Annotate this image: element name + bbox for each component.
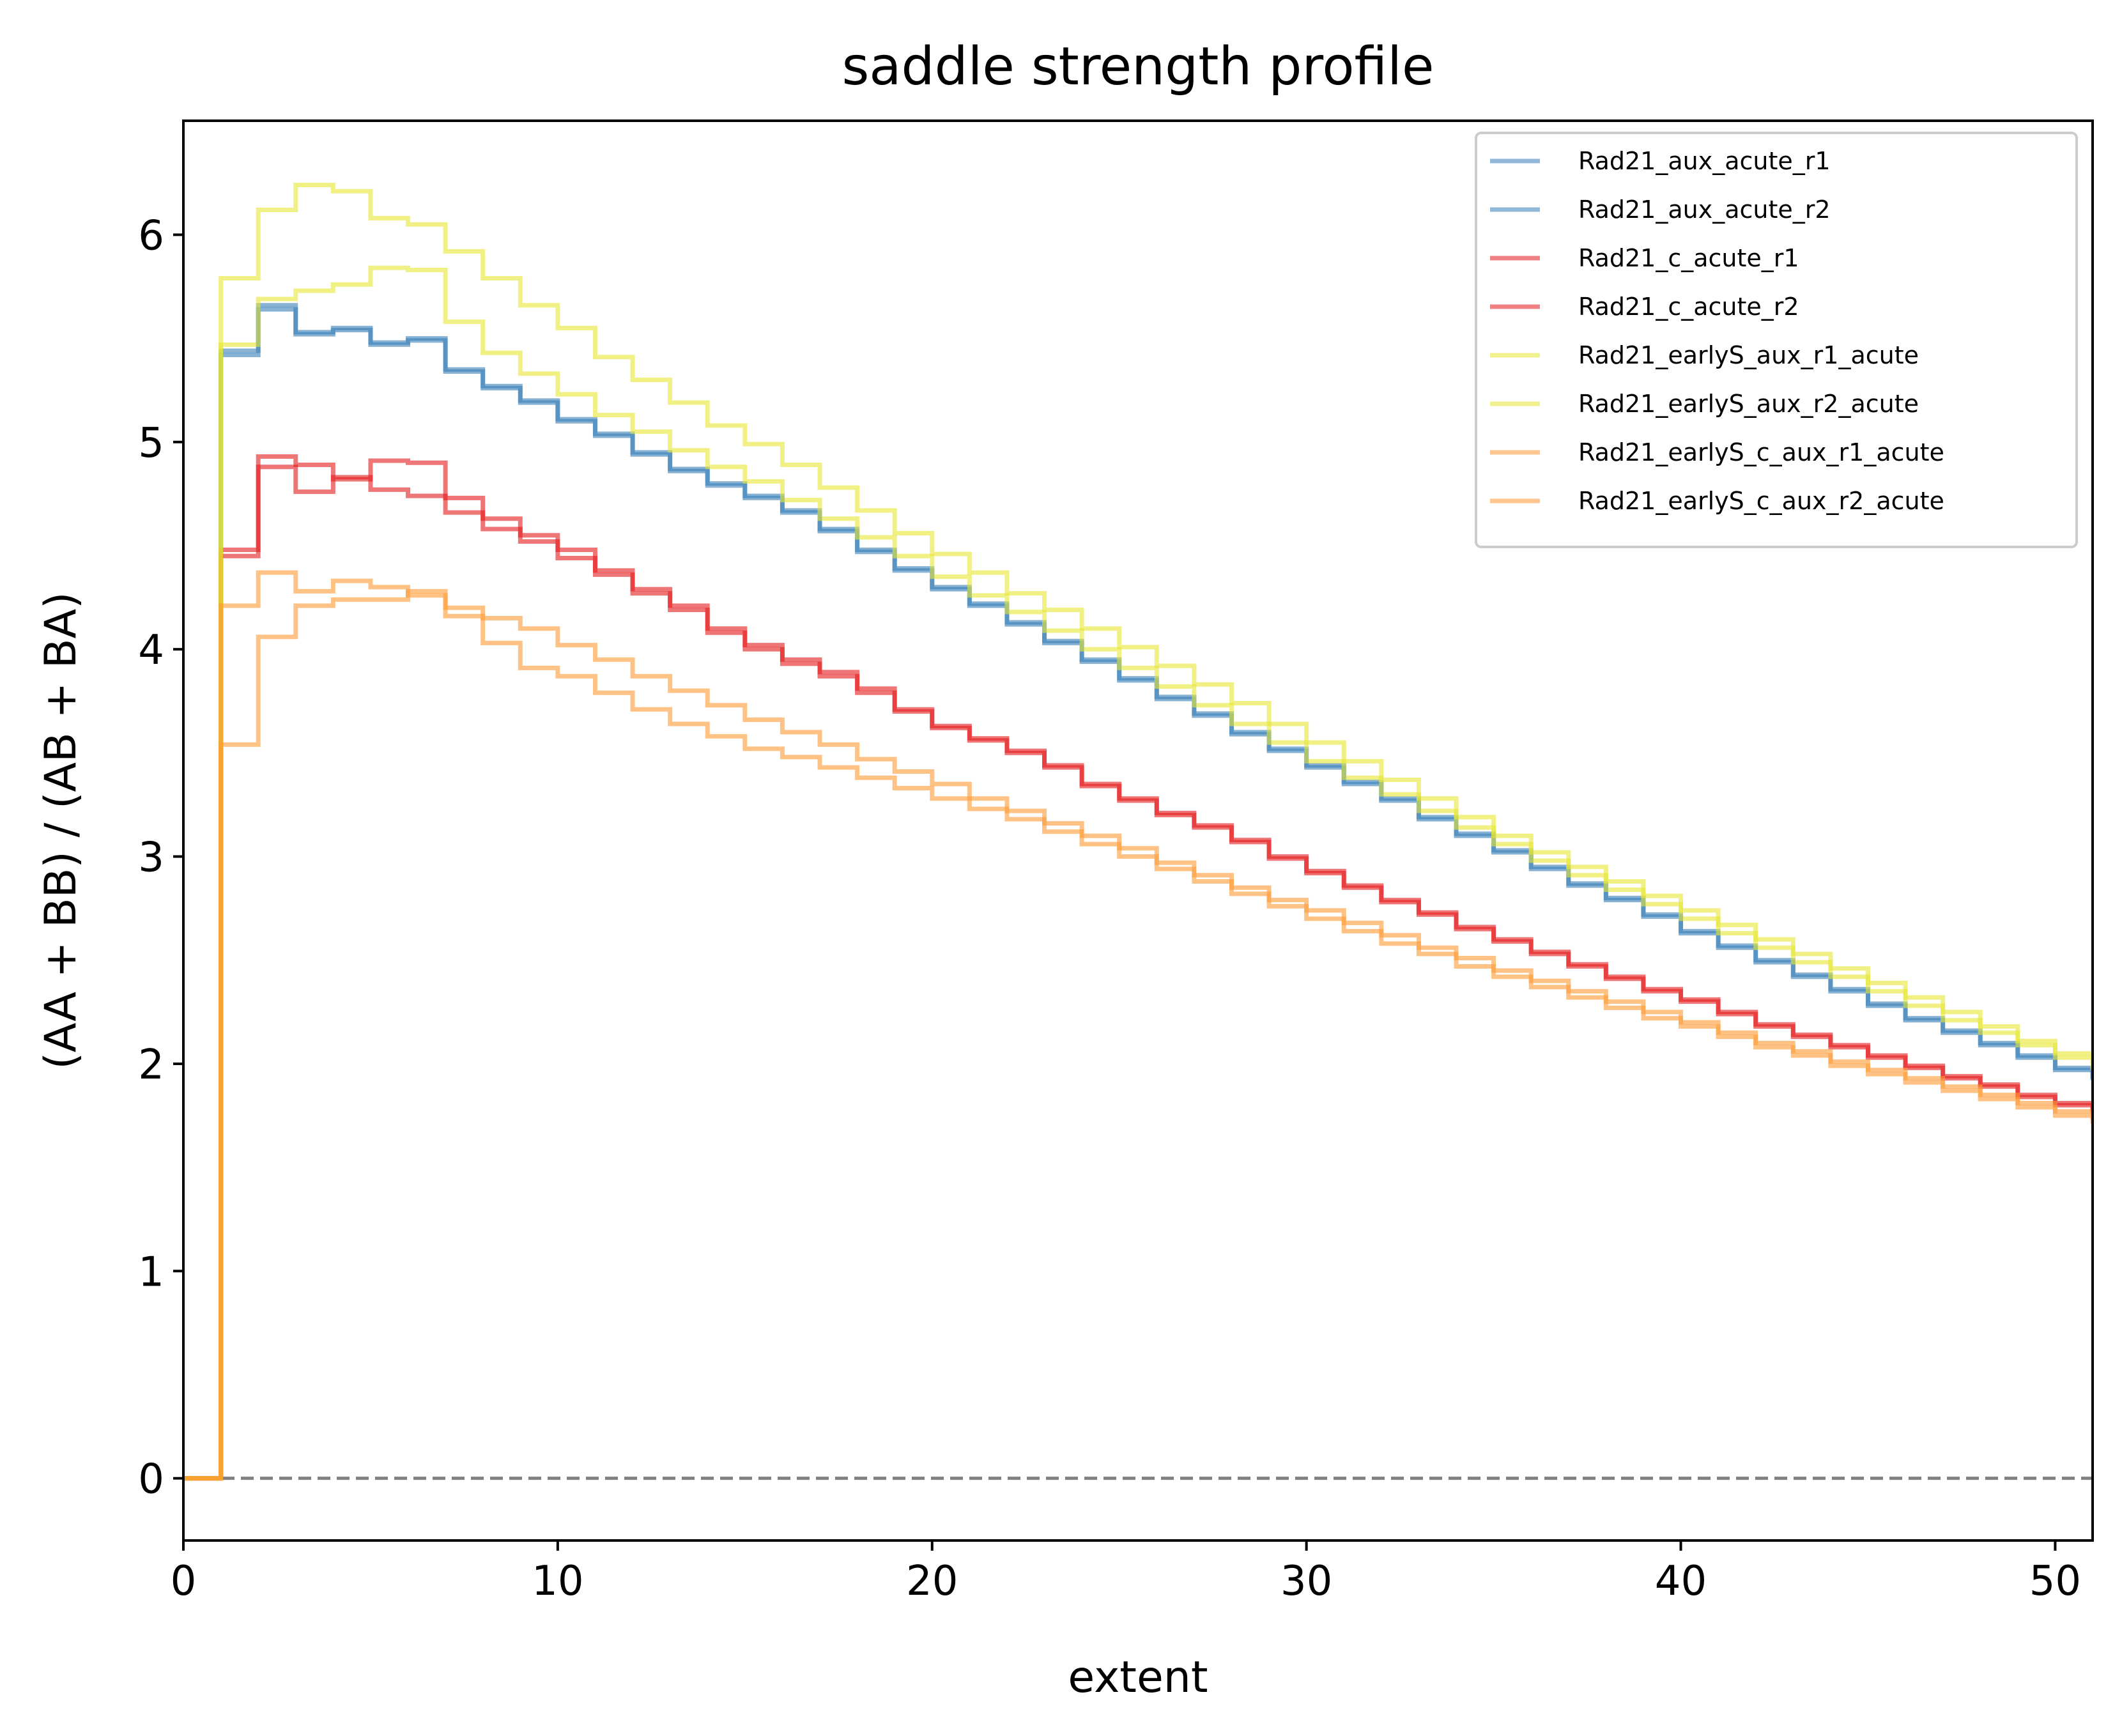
y-tick-label: 2 — [138, 1041, 164, 1089]
x-tick-label: 40 — [1655, 1558, 1707, 1605]
x-tick-label: 30 — [1280, 1558, 1332, 1605]
x-tick-label: 50 — [2029, 1558, 2081, 1605]
legend-label: Rad21_earlyS_c_aux_r1_acute — [1578, 438, 1944, 466]
series-line-Rad21_earlyS_aux_r1_acute — [183, 183, 2093, 1481]
x-tick-label: 0 — [171, 1558, 197, 1605]
legend-label: Rad21_c_acute_r1 — [1578, 244, 1799, 272]
series-line-Rad21_earlyS_c_aux_r2_acute — [183, 588, 2093, 1481]
y-tick-label: 1 — [138, 1248, 164, 1296]
legend-label: Rad21_c_acute_r2 — [1578, 293, 1799, 321]
y-tick-label: 3 — [138, 834, 164, 882]
chart-title: saddle strength profile — [842, 36, 1434, 97]
y-axis: 0 1 2 3 4 5 6 — [138, 212, 183, 1503]
legend-label: Rad21_aux_acute_r1 — [1578, 147, 1831, 175]
x-axis-label: extent — [1068, 1652, 1208, 1703]
y-tick-label: 4 — [138, 627, 164, 674]
plot-frame — [182, 119, 2094, 1542]
y-tick-label: 0 — [138, 1456, 164, 1503]
series-line-Rad21_c_acute_r2 — [183, 465, 2093, 1481]
x-tick-label: 20 — [906, 1558, 958, 1605]
plot-area — [183, 183, 2093, 1481]
x-tick-label: 10 — [532, 1558, 583, 1605]
legend-label: Rad21_aux_acute_r2 — [1578, 196, 1831, 224]
legend: Rad21_aux_acute_r1 Rad21_aux_acute_r2 Rad2… — [1475, 132, 2078, 548]
y-tick-label: 5 — [138, 420, 164, 467]
legend-label: Rad21_earlyS_c_aux_r2_acute — [1578, 487, 1944, 515]
x-axis: 0 10 20 30 40 50 — [171, 1540, 2081, 1605]
series-line-Rad21_earlyS_c_aux_r1_acute — [183, 570, 2093, 1481]
y-axis-label: (AA + BB) / (AB + BA) — [36, 592, 86, 1069]
series-line-Rad21_earlyS_aux_r2_acute — [183, 265, 2093, 1481]
legend-label: Rad21_earlyS_aux_r1_acute — [1578, 341, 1919, 369]
legend-box — [1475, 132, 2078, 548]
y-tick-label: 6 — [138, 212, 164, 259]
legend-label: Rad21_earlyS_aux_r2_acute — [1578, 390, 1919, 418]
